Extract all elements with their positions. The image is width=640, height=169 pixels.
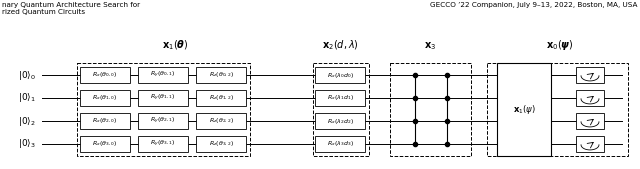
Bar [487,63,628,156]
Bar [80,113,130,129]
Bar [576,136,604,152]
Bar [315,67,365,83]
Bar [315,136,365,152]
Text: $R_z(\theta_{1,2})$: $R_z(\theta_{1,2})$ [209,94,234,102]
Bar [138,113,188,129]
Bar [315,90,365,106]
Bar [196,90,246,106]
Text: nary Quantum Architecture Search for
rized Quantum Circuits: nary Quantum Architecture Search for riz… [2,2,140,15]
Text: $R_x(\theta_{2,0})$: $R_x(\theta_{2,0})$ [92,117,118,125]
Text: $R_x(\lambda_2 d_2)$: $R_x(\lambda_2 d_2)$ [326,116,353,126]
Text: $R_x(\theta_{1,0})$: $R_x(\theta_{1,0})$ [92,94,118,102]
Text: $R_z(\theta_{0,2})$: $R_z(\theta_{0,2})$ [209,71,234,79]
Bar [80,136,130,152]
Bar [196,136,246,152]
Text: $R_y(\theta_{0,1})$: $R_y(\theta_{0,1})$ [150,70,175,80]
Bar [80,67,130,83]
Text: $\mathbf{x}_1(\boldsymbol{\theta})$: $\mathbf{x}_1(\boldsymbol{\theta})$ [162,38,188,52]
Bar [576,67,604,83]
Text: GECCO ’22 Companion, July 9–13, 2022, Boston, MA, USA: GECCO ’22 Companion, July 9–13, 2022, Bo… [431,2,638,8]
Bar [315,113,365,129]
Text: $\mathbf{x}_3$: $\mathbf{x}_3$ [424,40,436,52]
Text: $|0\rangle_1$: $|0\rangle_1$ [18,91,36,104]
Bar [196,113,246,129]
Text: $R_y(\theta_{1,1})$: $R_y(\theta_{1,1})$ [150,93,175,103]
Bar [390,63,471,156]
Text: $R_x(\lambda_1 d_1)$: $R_x(\lambda_1 d_1)$ [326,93,353,103]
Text: $R_y(\theta_{3,1})$: $R_y(\theta_{3,1})$ [150,139,175,149]
Text: $R_z(\theta_{3,2})$: $R_z(\theta_{3,2})$ [209,140,234,148]
Bar [77,63,250,156]
Bar [313,63,369,156]
Bar [138,90,188,106]
Text: $R_x(\theta_{3,0})$: $R_x(\theta_{3,0})$ [92,140,118,148]
Text: $|0\rangle_0$: $|0\rangle_0$ [18,68,36,81]
Bar [576,90,604,106]
Text: $R_y(\theta_{2,1})$: $R_y(\theta_{2,1})$ [150,116,175,126]
Bar [138,67,188,83]
Bar [80,90,130,106]
Text: $R_x(\lambda_3 d_3)$: $R_x(\lambda_3 d_3)$ [326,139,353,149]
Text: $R_x(\theta_{0,0})$: $R_x(\theta_{0,0})$ [92,71,118,79]
Text: $R_x(\lambda_0 d_0)$: $R_x(\lambda_0 d_0)$ [326,70,353,79]
Bar [196,67,246,83]
Bar [576,113,604,129]
Text: $\mathbf{x}_2(d, \lambda)$: $\mathbf{x}_2(d, \lambda)$ [322,38,358,52]
Text: $\mathbf{x}_0(\boldsymbol{\psi})$: $\mathbf{x}_0(\boldsymbol{\psi})$ [547,38,573,52]
Bar [497,63,551,156]
Bar [138,136,188,152]
Text: $|0\rangle_3$: $|0\rangle_3$ [18,138,36,151]
Text: $R_z(\theta_{2,2})$: $R_z(\theta_{2,2})$ [209,117,234,125]
Text: $\mathbf{x}_1(\psi)$: $\mathbf{x}_1(\psi)$ [513,103,536,116]
Text: $|0\rangle_2$: $|0\rangle_2$ [18,115,36,127]
